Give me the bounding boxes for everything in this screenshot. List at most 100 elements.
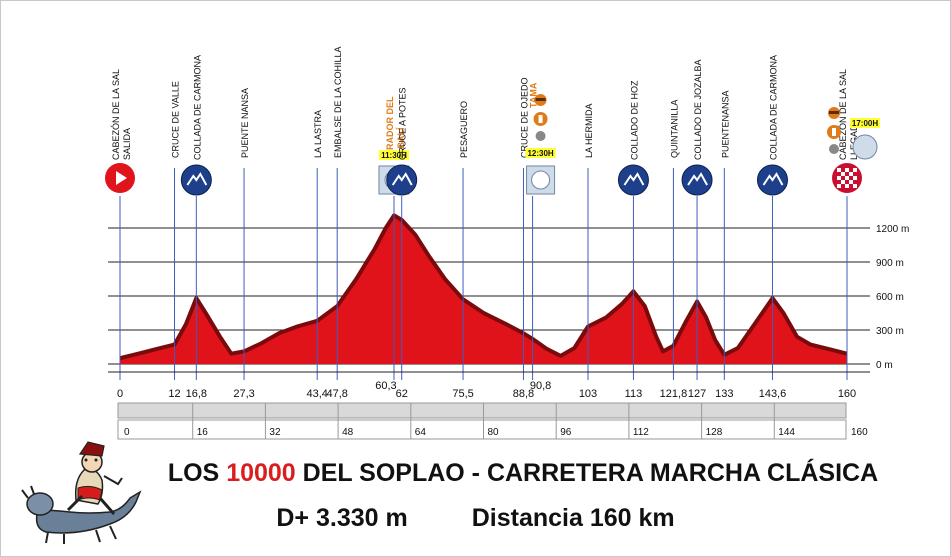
- waypoint-name-label: COLLADO DE JOZALBA: [693, 59, 703, 160]
- x-scale-tick-label: 32: [269, 427, 281, 438]
- waypoint-km-label: 88,8: [513, 388, 534, 400]
- waypoint-name-label: COLLADA DE CARMONA: [768, 55, 778, 160]
- y-tick-label: 900 m: [876, 258, 904, 269]
- distance-scale-bar-top: [117, 402, 847, 419]
- waypoint-km-label: 127: [688, 388, 706, 400]
- checker-square: [849, 172, 853, 176]
- distance-scale-bar-bottom: [117, 419, 847, 440]
- checker-square: [837, 168, 841, 172]
- checker-square: [853, 176, 857, 180]
- waypoint-km-label: 160: [838, 388, 856, 400]
- waypoint-km-label: 75,5: [452, 388, 473, 400]
- title-part-1: LOS: [167, 459, 227, 487]
- waypoint-km-label: 12: [168, 388, 180, 400]
- mechanic-icon: [829, 144, 839, 154]
- checker-square: [837, 176, 841, 180]
- waypoint-name-label: CRUCE DE OJEDO: [519, 77, 529, 158]
- waypoint-km-label: 143,6: [759, 388, 787, 400]
- cutoff-time-label: 12:30H: [527, 149, 553, 158]
- y-tick-label: 600 m: [876, 292, 904, 303]
- x-scale-tick-label: 48: [342, 427, 354, 438]
- checker-square: [853, 184, 857, 188]
- chart-subtitle: D+ 3.330 m Distancia 160 km: [0, 504, 951, 533]
- waypoint-name-label: PUENTENANSA: [720, 90, 730, 158]
- waypoint-km-label: 60,3: [375, 380, 396, 392]
- waypoint-name-label: QUINTANILLA: [669, 100, 679, 158]
- play-arrow-icon: [116, 171, 127, 185]
- waypoint-name-label: COLLADO DE HOZ: [629, 80, 639, 160]
- waypoint-name-label: PESAGUERO: [459, 101, 469, 158]
- x-scale-tick-label: 144: [778, 427, 795, 438]
- waypoint-name-label: COLLADA DE CARMONA: [192, 55, 202, 160]
- cutoff-time-label: 11:30H: [381, 151, 407, 160]
- checker-square: [849, 180, 853, 184]
- waypoint-name-label-2: LLEGADA: [849, 118, 859, 160]
- x-scale-tick-label: 160: [851, 427, 868, 438]
- waypoint-km-label: 47,8: [326, 388, 347, 400]
- x-scale-tick-label: 80: [488, 427, 500, 438]
- waypoint-name-label: CABEZÓN DE LA SAL: [838, 69, 848, 160]
- waypoint-name-label: PUENTE NANSA: [240, 88, 250, 158]
- waypoint-name-label: MIRADOR DEL: [385, 96, 395, 160]
- mountain-glyph-icon: [186, 172, 208, 186]
- title-part-3: DEL SOPLAO - CARRETERA MARCHA CLÁSICA: [295, 459, 879, 487]
- chart-title: LOS 10000 DEL SOPLAO - CARRETERA MARCHA …: [0, 459, 951, 488]
- food-stop-glyph: [538, 115, 543, 123]
- x-scale-tick-label: 96: [560, 427, 572, 438]
- waypoint-name-label: CRUCE A POTES: [398, 87, 408, 160]
- drink-stop-glyph: [829, 111, 839, 114]
- waypoint-name-label: LA HERMIDA: [584, 103, 594, 158]
- cyclist-mascot-illustration: [21, 441, 142, 544]
- mechanic-icon: [535, 131, 546, 141]
- waypoint-km-label: 43,4: [306, 388, 327, 400]
- x-scale-tick-label: 16: [197, 427, 209, 438]
- time-badge: [525, 148, 556, 158]
- checker-square: [853, 168, 857, 172]
- waypoint-km-label: 16,8: [186, 388, 207, 400]
- waypoint-name-label: LA LASTRA: [313, 110, 323, 158]
- waypoint-name-label: EMBALSE DE LA COHILLA: [333, 46, 343, 158]
- waypoint-name-label: TAMA: [529, 82, 539, 108]
- mountain-glyph-icon: [391, 172, 413, 186]
- elevation-outline: [119, 213, 848, 361]
- waypoint-km-label: 62: [396, 388, 408, 400]
- x-scale-tick-label: 64: [415, 427, 427, 438]
- time-badge: [378, 150, 409, 160]
- elevation-gain-text: D+ 3.330 m: [276, 504, 408, 532]
- food-stop-glyph: [832, 128, 836, 136]
- checker-square: [837, 184, 841, 188]
- checker-square: [845, 184, 849, 188]
- waypoint-km-label: 113: [625, 388, 643, 400]
- title-highlight-10000: 10000: [226, 459, 296, 487]
- cutoff-time-label: 17:00H: [852, 119, 878, 128]
- waypoint-name-label: CABEZÓN DE LA SAL: [111, 69, 121, 160]
- y-tick-label: 300 m: [876, 326, 904, 337]
- waypoint-km-label: 133: [715, 388, 733, 400]
- x-scale-tick-label: 112: [633, 427, 649, 438]
- checker-square: [841, 180, 845, 184]
- waypoint-name-label-2: SALIDA: [122, 128, 132, 160]
- checker-square: [841, 172, 845, 176]
- clock-face-icon: [531, 170, 551, 190]
- mountain-glyph-icon: [762, 172, 784, 186]
- mountain-glyph-icon: [623, 172, 645, 186]
- time-badge: [850, 118, 880, 128]
- waypoint-km-label: 0: [117, 388, 123, 400]
- waypoint-km-label: 27,3: [233, 388, 254, 400]
- waypoint-name-label: CRUCE DE VALLE: [171, 81, 181, 158]
- waypoint-km-label: 103: [579, 388, 597, 400]
- elevation-area: [120, 214, 847, 364]
- waypoint-name-label-2: JABALÍ: [396, 127, 406, 160]
- checker-square: [845, 168, 849, 172]
- x-scale-tick-label: 128: [706, 427, 723, 438]
- y-tick-label: 0 m: [876, 360, 893, 371]
- waypoint-km-label: 121,8: [660, 388, 688, 400]
- total-distance-text: Distancia 160 km: [471, 504, 675, 532]
- x-scale-tick-label: 0: [124, 427, 130, 438]
- waypoint-km-label: 90,8: [530, 380, 551, 392]
- time-limit-clock-icon: [852, 134, 878, 160]
- drink-stop-glyph: [535, 98, 546, 101]
- checker-square: [845, 176, 849, 180]
- mountain-glyph-icon: [687, 172, 708, 186]
